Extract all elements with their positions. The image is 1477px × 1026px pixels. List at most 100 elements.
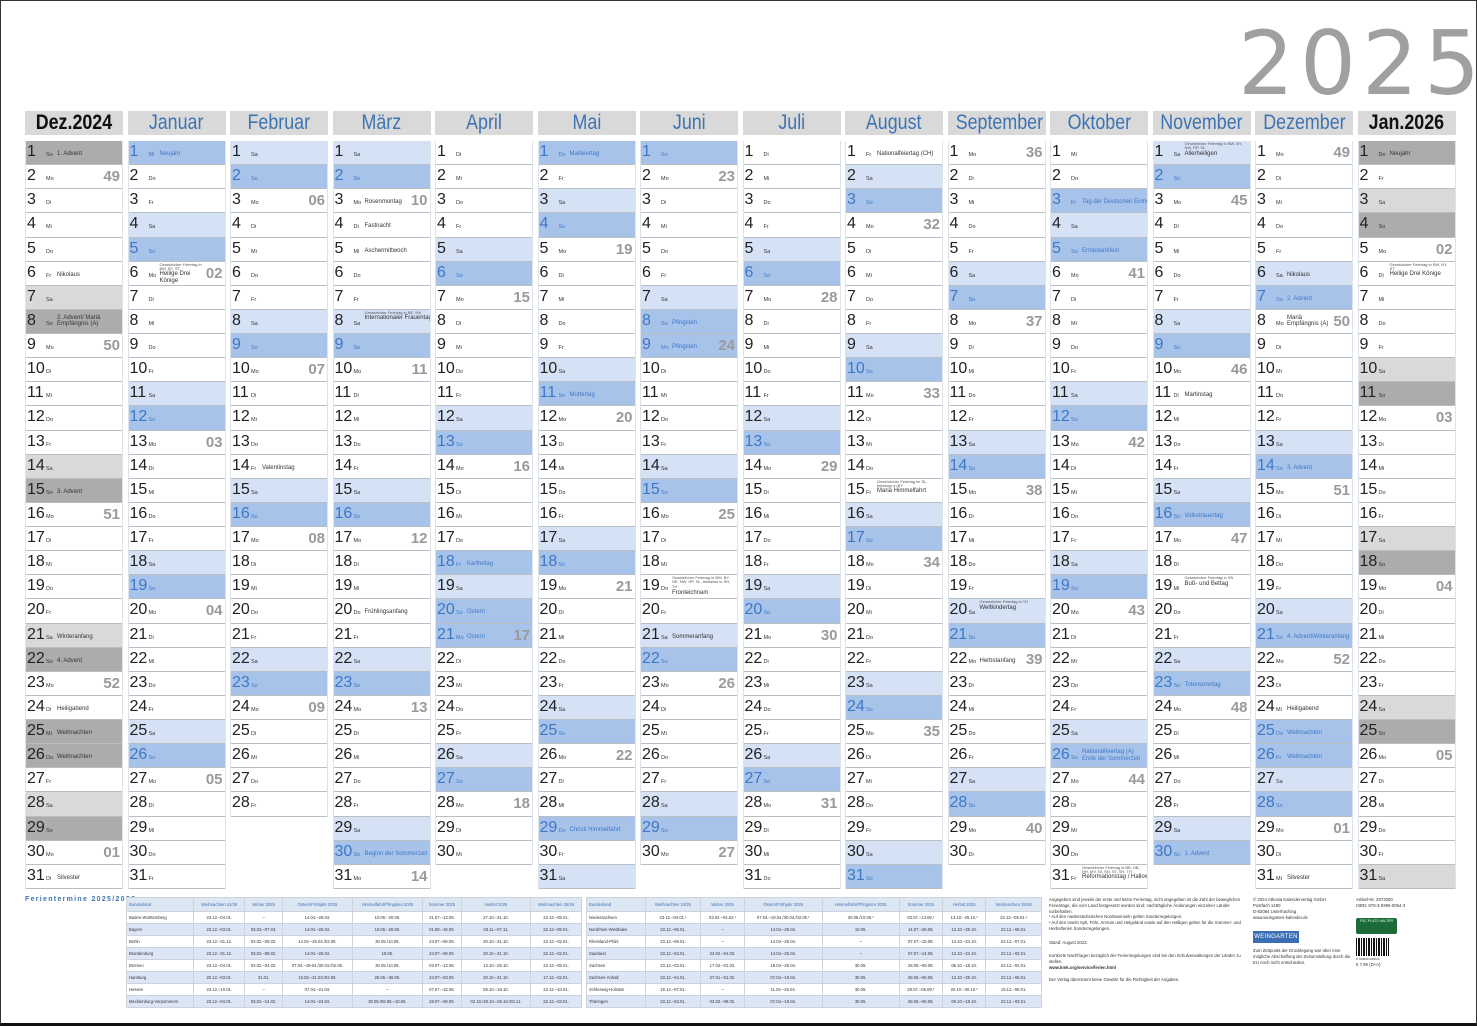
day-cell[interactable]: 6 Fr [641, 261, 737, 286]
day-cell[interactable]: 13 So [436, 430, 532, 455]
day-cell[interactable]: 16 Mo 25 [641, 502, 737, 527]
day-cell[interactable]: 24 Mi [948, 695, 1045, 720]
day-cell[interactable]: 7 Fr [333, 285, 430, 310]
day-cell[interactable]: 11 Sa [128, 382, 225, 407]
day-cell[interactable]: 3 Mo 45 [1153, 189, 1250, 214]
day-cell[interactable]: 18 Mi [641, 551, 737, 576]
day-cell[interactable]: 21 Sa Sommeranfang [641, 623, 737, 648]
day-cell[interactable]: 14 Fr [1153, 454, 1250, 479]
day-cell[interactable]: 24 Di Heiligabend [26, 695, 122, 720]
day-cell[interactable]: 30 Fr [538, 840, 635, 865]
day-cell[interactable]: 15 Mo 51 [1256, 478, 1352, 503]
day-cell[interactable]: 2 Do [128, 165, 225, 190]
day-cell[interactable]: 5 Do [641, 237, 737, 262]
day-cell[interactable]: 29 Sa [333, 816, 430, 841]
day-cell[interactable]: 23 Di [1256, 671, 1352, 696]
day-cell[interactable]: 26 So [128, 744, 225, 769]
day-cell[interactable]: 16 Di [1256, 502, 1352, 527]
day-cell[interactable]: 24 Sa [538, 695, 635, 720]
day-cell[interactable]: 18 Sa [1051, 551, 1147, 576]
day-cell[interactable]: 25 So [538, 720, 635, 745]
day-cell[interactable]: 14 Fr Valentinstag [231, 454, 327, 479]
day-cell[interactable]: 10 Do [743, 358, 840, 383]
day-cell[interactable]: 31 Sa [538, 864, 635, 889]
day-cell[interactable]: 22 Sa [1153, 647, 1250, 672]
day-cell[interactable]: 13 Sa [948, 430, 1045, 455]
day-cell[interactable]: 28 So [948, 792, 1045, 817]
day-cell[interactable]: 1 So 1. Advent [26, 141, 122, 166]
day-cell[interactable]: 28 Do [846, 792, 942, 817]
day-cell[interactable]: 10 Mo 07 [231, 358, 327, 383]
day-cell[interactable]: 11 So Muttertag [538, 382, 635, 407]
day-cell[interactable]: 23 Fr [1358, 671, 1455, 696]
day-cell[interactable]: 22 Mi [1051, 647, 1147, 672]
day-cell[interactable]: 15 Fr Gesetzlicher Feiertag im SL, teilwei… [846, 478, 942, 503]
day-cell[interactable]: 23 Mo 52 [26, 671, 122, 696]
day-cell[interactable]: 10 Mi [948, 358, 1045, 383]
day-cell[interactable]: 27 Di [1358, 768, 1455, 793]
day-cell[interactable]: 18 Do [1256, 551, 1352, 576]
day-cell[interactable]: 21 Mi [538, 623, 635, 648]
day-cell[interactable]: 25 Mi Weihnachten [26, 720, 122, 745]
day-cell[interactable]: 29 Mo 40 [948, 816, 1045, 841]
day-cell[interactable]: 1 Do Maifeiertag [538, 141, 635, 166]
day-cell[interactable]: 22 Mo Herbstanfang 39 [948, 647, 1045, 672]
day-cell[interactable]: 2 Sa [846, 165, 942, 190]
day-cell[interactable]: 14 Sa [26, 454, 122, 479]
day-cell[interactable]: 9 Fr [1358, 334, 1455, 359]
day-cell[interactable]: 21 Fr [333, 623, 430, 648]
day-cell[interactable]: 13 Di [538, 430, 635, 455]
day-cell[interactable]: 29 Mi [1051, 816, 1147, 841]
day-cell[interactable]: 21 Mo 30 [743, 623, 840, 648]
day-cell[interactable]: 24 Mi Heiligabend [1256, 695, 1352, 720]
day-cell[interactable]: 8 Mi [1051, 309, 1147, 334]
day-cell[interactable]: 2 Do [1051, 165, 1147, 190]
day-cell[interactable]: 7 So [948, 285, 1045, 310]
day-cell[interactable]: 22 Di [436, 647, 532, 672]
day-cell[interactable]: 21 Do [846, 623, 942, 648]
day-cell[interactable]: 10 Mi [1256, 358, 1352, 383]
day-cell[interactable]: 4 Di Fastnacht [333, 213, 430, 238]
day-cell[interactable]: 30 Mo 01 [26, 840, 122, 865]
day-cell[interactable]: 24 Mo 09 [231, 695, 327, 720]
day-cell[interactable]: 17 Di [26, 527, 122, 552]
day-cell[interactable]: 23 Mo 26 [641, 671, 737, 696]
day-cell[interactable]: 6 Do [1153, 261, 1250, 286]
day-cell[interactable]: 4 Mo 32 [846, 213, 942, 238]
day-cell[interactable]: 25 Do Weihnachten [1256, 720, 1352, 745]
day-cell[interactable]: 15 Di [436, 478, 532, 503]
day-cell[interactable]: 22 Do [538, 647, 635, 672]
day-cell[interactable]: 27 Do [1153, 768, 1250, 793]
day-cell[interactable]: 28 Fr [231, 792, 327, 817]
day-cell[interactable]: 8 Mo Mariä Empfängnis (A) 50 [1256, 309, 1352, 334]
day-cell[interactable]: 11 Fr [436, 382, 532, 407]
day-cell[interactable]: 22 So [641, 647, 737, 672]
day-cell[interactable]: 1 Mi [1051, 141, 1147, 166]
day-cell[interactable]: 1 Mo 36 [948, 141, 1045, 166]
day-cell[interactable]: 27 So [743, 768, 840, 793]
day-cell[interactable]: 23 Sa [846, 671, 942, 696]
day-cell[interactable]: 12 So [1051, 406, 1147, 431]
day-cell[interactable]: 28 Mo 31 [743, 792, 840, 817]
day-cell[interactable]: 22 Di [743, 647, 840, 672]
day-cell[interactable]: 14 Mi [538, 454, 635, 479]
day-cell[interactable]: 6 Do [231, 261, 327, 286]
day-cell[interactable]: 7 Di [128, 285, 225, 310]
day-cell[interactable]: 26 Mi [1153, 744, 1250, 769]
day-cell[interactable]: 14 Do [846, 454, 942, 479]
day-cell[interactable]: 10 Fr [128, 358, 225, 383]
day-cell[interactable]: 28 Fr [333, 792, 430, 817]
day-cell[interactable]: 25 Di [333, 720, 430, 745]
day-cell[interactable]: 19 So [1051, 575, 1147, 600]
day-cell[interactable]: 23 Di [948, 671, 1045, 696]
day-cell[interactable]: 31 Fr Gesetzlicher Feiertag in BB, HB, HH,… [1051, 864, 1147, 889]
day-cell[interactable]: 27 Do [231, 768, 327, 793]
day-cell[interactable]: 3 Sa [538, 189, 635, 214]
day-cell[interactable]: 14 Di [1051, 454, 1147, 479]
day-cell[interactable]: 30 Mi [743, 840, 840, 865]
day-cell[interactable]: 7 Mi [1358, 285, 1455, 310]
day-cell[interactable]: 20 So Ostern [436, 599, 532, 624]
day-cell[interactable]: 24 Do [436, 695, 532, 720]
day-cell[interactable]: 22 Do [1358, 647, 1455, 672]
day-cell[interactable]: 5 Mo 02 [1358, 237, 1455, 262]
